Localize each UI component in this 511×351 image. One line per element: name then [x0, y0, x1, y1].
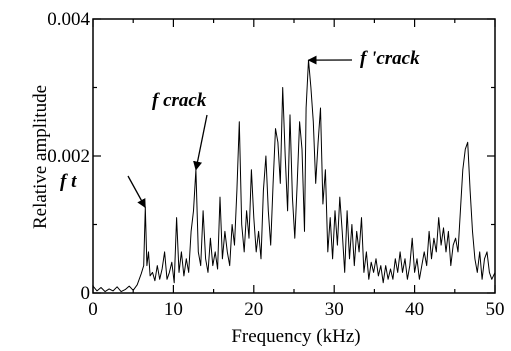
x-tick-label: 30	[325, 299, 344, 320]
x-tick-label: 0	[88, 299, 98, 320]
x-tick-label: 40	[405, 299, 424, 320]
plot-area	[92, 18, 496, 294]
y-tick-label: 0	[81, 283, 91, 304]
annotation-arrow	[193, 114, 208, 171]
annotation-label: f t	[60, 171, 77, 192]
series-line-0	[92, 59, 496, 293]
axis-ticks	[92, 18, 496, 294]
x-tick-label: 50	[486, 299, 505, 320]
y-tick-label: 0.004	[47, 9, 90, 30]
y-tick-label: 0.002	[47, 146, 90, 167]
annotation-arrow	[127, 175, 146, 209]
x-tick-label: 10	[164, 299, 183, 320]
annotation-label: f 'crack	[360, 48, 420, 69]
x-axis-title: Frequency (kHz)	[231, 326, 360, 347]
annotation-label: f crack	[152, 90, 207, 111]
y-axis-title: Relative amplitude	[30, 85, 51, 229]
tick-labels: 0 10 20 30 40 50 0 0.002 0.004	[47, 9, 504, 320]
plot-frame	[92, 18, 496, 294]
annotations: f t f crack f 'crack	[60, 48, 420, 209]
x-tick-label: 20	[244, 299, 263, 320]
